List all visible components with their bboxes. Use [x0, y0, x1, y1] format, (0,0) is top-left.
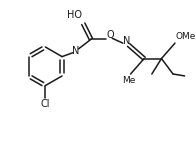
Text: N: N — [72, 46, 79, 56]
Text: Cl: Cl — [41, 99, 50, 109]
Text: HO: HO — [67, 10, 82, 20]
Text: O: O — [106, 30, 114, 40]
Text: OMe: OMe — [175, 32, 196, 41]
Text: Me: Me — [122, 76, 135, 85]
Text: N: N — [123, 36, 130, 46]
